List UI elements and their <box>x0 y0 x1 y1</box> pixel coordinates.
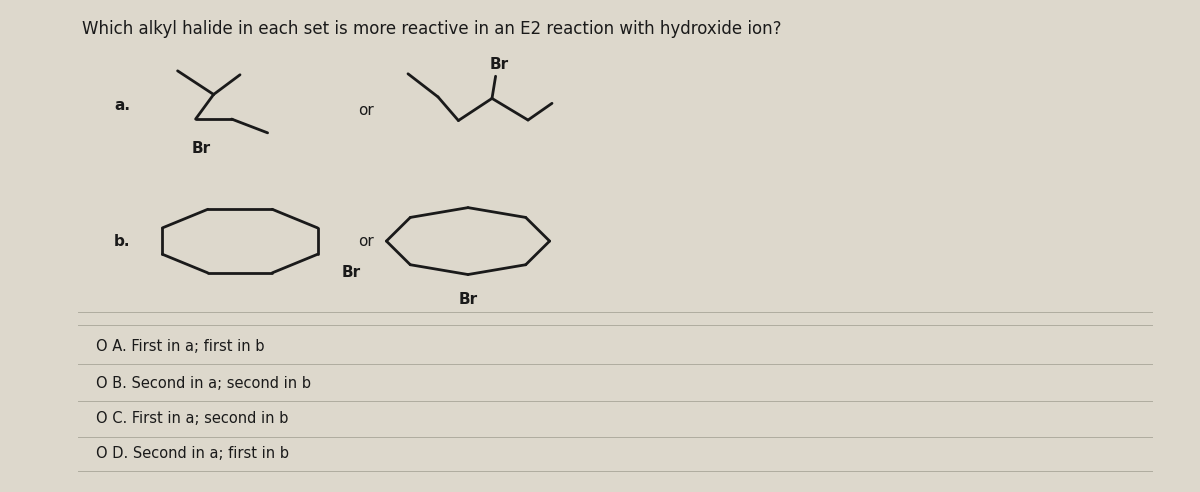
Text: Br: Br <box>490 58 509 72</box>
Text: O D. Second in a; first in b: O D. Second in a; first in b <box>96 446 289 461</box>
Text: Which alkyl halide in each set is more reactive in an E2 reaction with hydroxide: Which alkyl halide in each set is more r… <box>82 20 781 38</box>
Text: Br: Br <box>458 292 478 307</box>
Text: or: or <box>358 103 374 118</box>
Text: O B. Second in a; second in b: O B. Second in a; second in b <box>96 376 311 391</box>
Text: Br: Br <box>192 141 211 156</box>
Text: O C. First in a; second in b: O C. First in a; second in b <box>96 411 288 426</box>
Text: Br: Br <box>341 265 360 280</box>
Text: O A. First in a; first in b: O A. First in a; first in b <box>96 339 264 354</box>
Text: b.: b. <box>114 234 131 248</box>
Text: a.: a. <box>114 98 130 113</box>
Text: or: or <box>358 234 374 248</box>
